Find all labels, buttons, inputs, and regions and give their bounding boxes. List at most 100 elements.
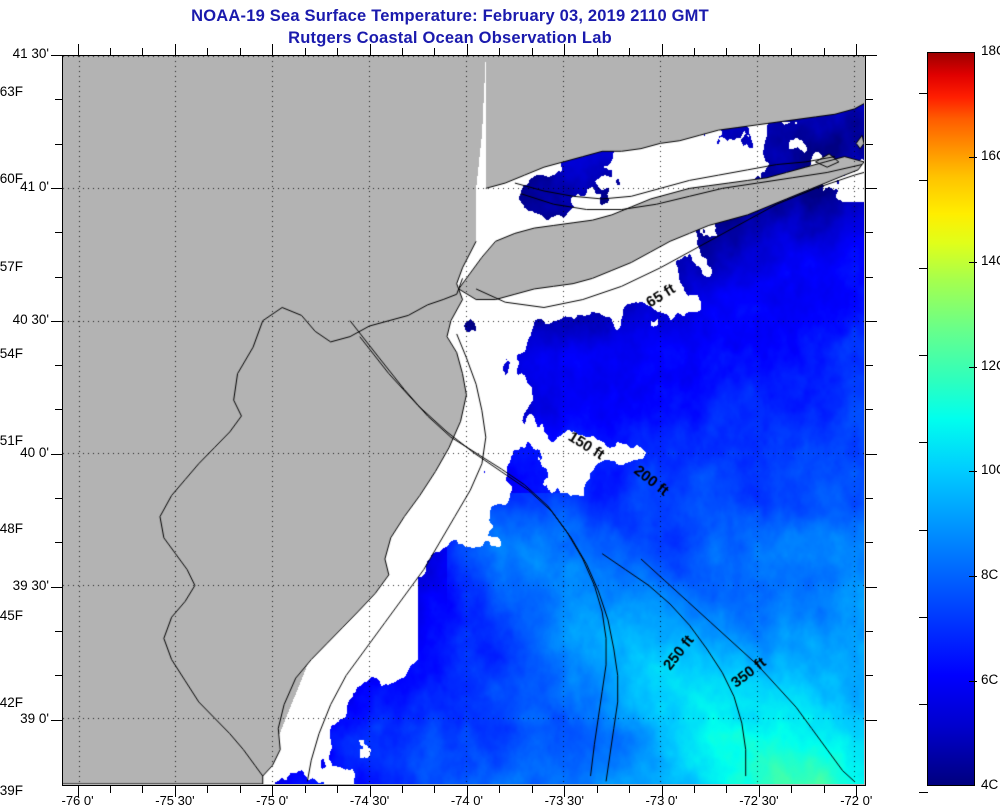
lat-tick-minor [55, 276, 62, 278]
lon-tick-minor-top [629, 48, 631, 55]
sst-map-plot [62, 55, 866, 786]
lat-tick-minor-right [866, 409, 873, 411]
lon-tick-minor-top [142, 48, 144, 55]
lat-label: 39 30' [12, 577, 49, 593]
lon-tick-minor-top [726, 48, 728, 55]
colorbar-f-label: 54F [0, 345, 23, 361]
lat-tick [51, 55, 62, 56]
colorbar-c-label: 10C [981, 462, 1000, 478]
lon-tick-top [77, 44, 79, 55]
lat-tick-right [866, 320, 877, 322]
colorbar-f-tick [919, 791, 928, 793]
colorbar-c-label: 16C [981, 147, 1000, 163]
lat-tick-minor-right [866, 365, 873, 367]
colorbar-c-label: 18C [981, 43, 1000, 58]
lat-tick [51, 320, 62, 322]
lon-tick-minor-top [110, 48, 112, 55]
lon-label: -75 30' [155, 793, 195, 808]
colorbar-c-tick [969, 681, 977, 683]
lon-tick-top [661, 44, 663, 55]
lon-tick-minor [207, 786, 209, 793]
lat-tick-right [866, 586, 877, 588]
colorbar-f-label: 42F [0, 695, 23, 711]
lon-tick-minor [402, 786, 404, 793]
lon-tick-minor [596, 786, 598, 793]
lon-tick-top [758, 44, 760, 55]
lat-tick-minor [55, 409, 62, 411]
colorbar-c-label: 12C [981, 357, 1000, 373]
colorbar-f-label: 51F [0, 433, 23, 449]
lon-tick-minor-top [207, 48, 209, 55]
lat-tick [51, 586, 62, 588]
lon-label: -74 0' [450, 793, 483, 808]
colorbar-c-label: 4C [981, 777, 999, 792]
lon-tick-minor [499, 786, 501, 793]
page-title: NOAA-19 Sea Surface Temperature: Februar… [191, 7, 709, 25]
colorbar-c-label: 14C [981, 252, 1000, 268]
lon-tick-minor-top [791, 48, 793, 55]
colorbar-c-tick [969, 261, 977, 263]
lat-label: 41 30' [12, 46, 49, 61]
lon-tick-minor [142, 786, 144, 793]
lat-tick-minor-right [866, 232, 873, 234]
lon-label: -75 0' [256, 793, 289, 808]
lat-tick-right [866, 719, 877, 721]
lat-tick-right [866, 55, 877, 56]
colorbar-f-label: 48F [0, 520, 23, 536]
colorbar-c-label: 6C [981, 672, 999, 688]
lat-tick-minor-right [866, 542, 873, 544]
lon-tick-top [174, 44, 176, 55]
lon-tick [856, 786, 858, 797]
lon-label: -72 30' [739, 793, 779, 808]
lat-tick [51, 719, 62, 721]
lon-tick-minor-top [694, 48, 696, 55]
lon-tick-minor [434, 786, 436, 793]
lat-tick-minor [55, 365, 62, 367]
lat-tick-minor [55, 542, 62, 544]
colorbar-c-tick [969, 576, 977, 578]
lon-tick-minor-top [239, 48, 241, 55]
lon-tick [369, 786, 371, 797]
lon-tick-minor [791, 786, 793, 793]
page-subtitle: Rutgers Coastal Ocean Observation Lab [288, 29, 612, 47]
lon-label: -74 30' [349, 793, 390, 808]
lon-tick [272, 786, 274, 797]
lon-tick-minor [110, 786, 112, 793]
lon-tick-minor-top [596, 48, 598, 55]
lon-tick-minor-top [402, 48, 404, 55]
lon-tick [174, 786, 176, 797]
lon-tick-minor-top [823, 48, 825, 55]
colorbar-f-tick [919, 267, 928, 269]
lon-tick-minor [239, 786, 241, 793]
colorbar-c-tick [969, 471, 977, 473]
temperature-colorbar [927, 52, 975, 786]
lat-tick-minor [55, 630, 62, 632]
lon-tick [564, 786, 566, 797]
lat-tick-minor [55, 99, 62, 101]
lon-tick-minor [531, 786, 533, 793]
colorbar-f-tick [919, 92, 928, 94]
lat-tick-minor-right [866, 675, 873, 677]
lon-tick-minor-top [434, 48, 436, 55]
lon-tick-top [856, 44, 858, 55]
colorbar-f-tick [919, 354, 928, 356]
colorbar-c-tick [969, 156, 977, 158]
lon-tick-top [564, 44, 566, 55]
lon-tick-minor [629, 786, 631, 793]
lon-label: -76 0' [61, 793, 94, 808]
lon-tick-minor [823, 786, 825, 793]
lon-tick-minor [337, 786, 339, 793]
lon-tick [661, 786, 663, 797]
colorbar-f-label: 63F [0, 83, 23, 99]
lat-tick-minor-right [866, 276, 873, 278]
lat-tick-minor-right [866, 143, 873, 145]
colorbar-c-label: 8C [981, 567, 999, 583]
lon-tick-minor [304, 786, 306, 793]
lon-tick-minor-top [337, 48, 339, 55]
lat-tick-minor [55, 675, 62, 677]
lon-tick-minor-top [499, 48, 501, 55]
lat-tick-minor-right [866, 99, 873, 101]
lon-tick-top [369, 44, 371, 55]
lat-label: 40 0' [20, 444, 49, 460]
